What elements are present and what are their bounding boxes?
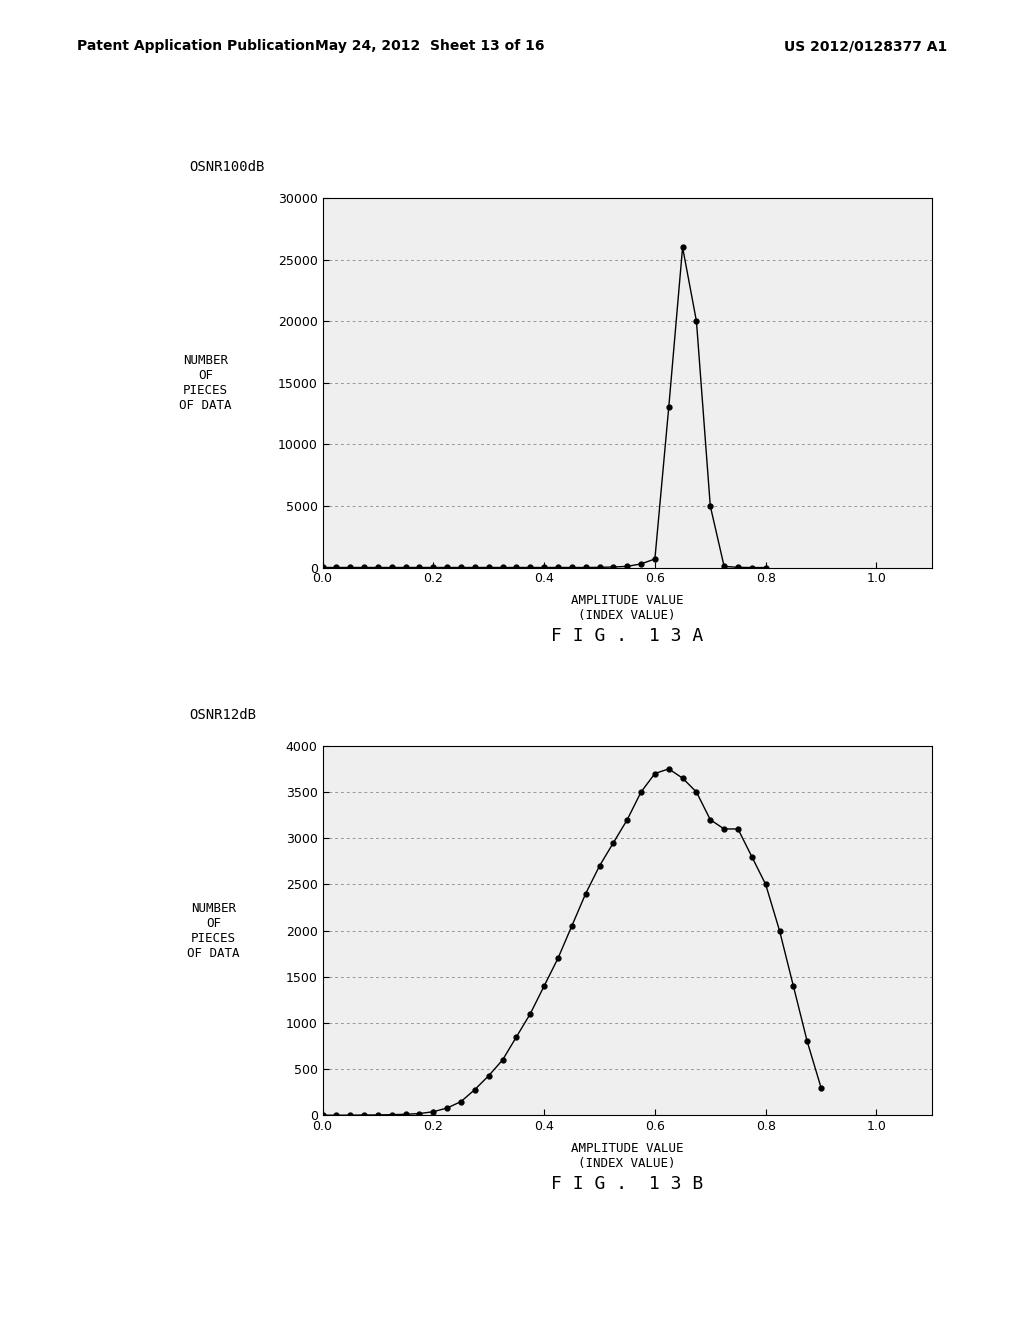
Text: F I G .  1 3 B: F I G . 1 3 B	[551, 1175, 703, 1193]
X-axis label: AMPLITUDE VALUE
(INDEX VALUE): AMPLITUDE VALUE (INDEX VALUE)	[571, 594, 683, 622]
Y-axis label: NUMBER
OF
PIECES
OF DATA: NUMBER OF PIECES OF DATA	[179, 354, 231, 412]
X-axis label: AMPLITUDE VALUE
(INDEX VALUE): AMPLITUDE VALUE (INDEX VALUE)	[571, 1142, 683, 1170]
Text: OSNR12dB: OSNR12dB	[189, 708, 256, 722]
Text: OSNR100dB: OSNR100dB	[189, 160, 265, 174]
Text: Patent Application Publication: Patent Application Publication	[77, 40, 314, 53]
Text: US 2012/0128377 A1: US 2012/0128377 A1	[784, 40, 947, 53]
Text: F I G .  1 3 A: F I G . 1 3 A	[551, 627, 703, 645]
Y-axis label: NUMBER
OF
PIECES
OF DATA: NUMBER OF PIECES OF DATA	[187, 902, 240, 960]
Text: May 24, 2012  Sheet 13 of 16: May 24, 2012 Sheet 13 of 16	[315, 40, 545, 53]
